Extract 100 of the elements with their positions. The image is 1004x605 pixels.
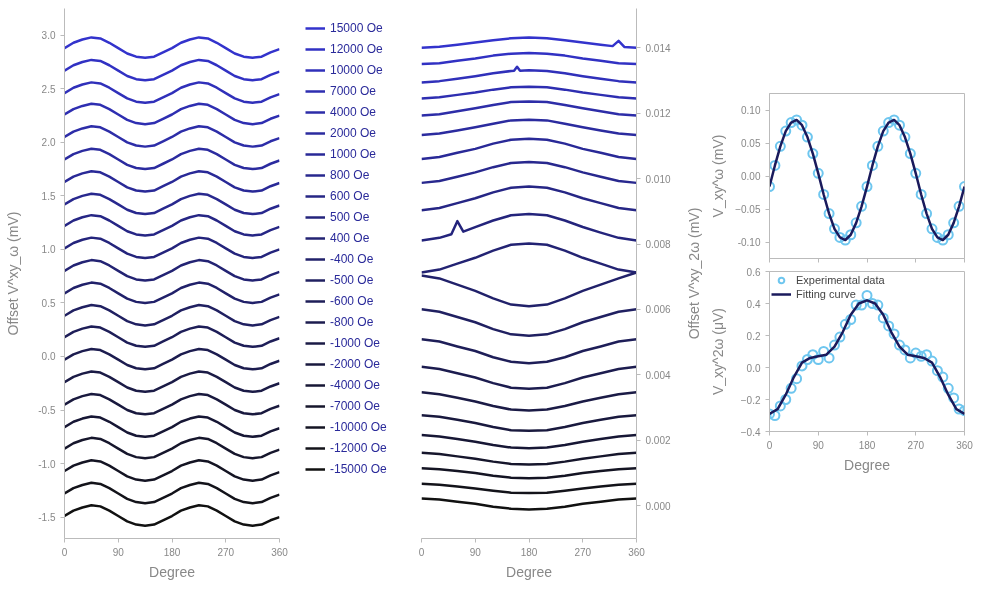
legend-label: 12000 Oe xyxy=(330,41,383,58)
point xyxy=(834,331,846,343)
y-tick-label: -0.5 xyxy=(38,405,56,417)
x-axis-title: Degree xyxy=(149,563,196,580)
point xyxy=(796,119,808,131)
legend-label: -12000 Oe xyxy=(330,440,387,457)
point xyxy=(812,354,824,365)
point xyxy=(937,234,949,246)
y2-axis-title: Offset V^xy_2ω (mV) xyxy=(685,207,702,340)
legend-label: Experimental data xyxy=(796,273,885,287)
point xyxy=(829,339,840,351)
legend-label: 600 Oe xyxy=(330,188,370,205)
line-series xyxy=(64,481,280,505)
legend-label: -15000 Oe xyxy=(330,461,387,478)
y-tick-label: −0.05 xyxy=(735,204,761,215)
line-series xyxy=(64,415,280,439)
point xyxy=(931,365,943,377)
point xyxy=(921,349,933,361)
y2-tick-label: 0.014 xyxy=(645,42,671,54)
legend-label: -400 Oe xyxy=(330,251,374,268)
line-series xyxy=(64,170,280,193)
line-series xyxy=(64,192,280,216)
point xyxy=(942,382,954,394)
y-tick-label: -0.10 xyxy=(737,237,761,248)
point xyxy=(872,140,884,152)
line-series xyxy=(64,347,280,371)
line-series xyxy=(421,497,637,511)
point xyxy=(883,320,895,332)
line-series xyxy=(64,81,280,104)
x-tick-label: 0 xyxy=(61,546,68,558)
x-tick-label: 360 xyxy=(628,546,646,558)
line-series xyxy=(421,338,637,365)
y-tick-label: -1.5 xyxy=(38,512,56,524)
point xyxy=(845,229,857,241)
y-tick-label: 0.0 xyxy=(746,362,761,374)
point xyxy=(904,352,916,364)
point xyxy=(894,119,905,131)
point xyxy=(899,131,911,143)
point xyxy=(807,349,819,361)
line-series xyxy=(64,58,280,82)
legend-label: -1000 Oe xyxy=(330,335,381,352)
line-series xyxy=(64,436,280,460)
point xyxy=(915,350,927,362)
y-tick-label: -1.0 xyxy=(38,458,56,470)
legend-label: -4000 Oe xyxy=(330,377,381,394)
line-series xyxy=(64,258,280,282)
legend-label: 15000 Oe xyxy=(330,20,383,37)
y-tick-label: 1.5 xyxy=(41,190,56,202)
y2-tick-label: 0.010 xyxy=(645,173,671,185)
point xyxy=(948,392,960,404)
legend-label: -10000 Oe xyxy=(330,419,387,436)
point xyxy=(888,328,900,340)
point xyxy=(791,373,803,385)
line-series xyxy=(421,85,637,100)
x-axis-title: Degree xyxy=(506,563,553,580)
x-tick-label: 270 xyxy=(907,439,925,451)
x-tick-label: 90 xyxy=(112,546,125,558)
point xyxy=(785,117,797,129)
point xyxy=(769,410,781,421)
point xyxy=(796,360,808,372)
legend-label: Fitting curve xyxy=(796,287,856,301)
point xyxy=(894,339,905,351)
y-tick-label: 3.0 xyxy=(41,30,56,42)
point xyxy=(801,131,813,143)
line-series xyxy=(64,147,280,171)
line-series xyxy=(421,100,637,117)
x-tick-label: 90 xyxy=(812,439,825,451)
legend-label: 400 Oe xyxy=(330,230,370,247)
x-tick-label: 270 xyxy=(217,546,235,558)
line-series xyxy=(64,370,280,394)
point xyxy=(823,352,835,364)
y-tick-label: 0.05 xyxy=(741,138,761,149)
point xyxy=(845,314,857,325)
legend-label: 1000 Oe xyxy=(330,146,377,163)
x-tick-label: 360 xyxy=(956,439,974,451)
point xyxy=(915,188,927,200)
line-series xyxy=(421,451,637,466)
x-axis-title: Degree xyxy=(844,456,891,473)
y2-tick-label: 0.002 xyxy=(645,435,671,447)
x-tick-label: 0 xyxy=(418,546,425,558)
legend-label: 800 Oe xyxy=(330,167,370,184)
point xyxy=(829,223,840,235)
line-series xyxy=(64,504,280,527)
point xyxy=(931,231,943,243)
point xyxy=(888,114,900,126)
legend-label: 7000 Oe xyxy=(330,83,377,100)
legend-label: 500 Oe xyxy=(330,209,370,226)
point xyxy=(839,234,851,246)
point xyxy=(785,382,797,394)
point xyxy=(856,299,868,311)
legend-label: -2000 Oe xyxy=(330,356,381,373)
line-series xyxy=(769,299,965,416)
line-series xyxy=(64,303,280,327)
point xyxy=(877,125,889,137)
point xyxy=(899,344,911,356)
point xyxy=(791,114,803,126)
line-series xyxy=(421,36,637,50)
line-series xyxy=(64,459,280,482)
y2-tick-label: 0.004 xyxy=(645,369,671,381)
line-series xyxy=(64,325,280,349)
